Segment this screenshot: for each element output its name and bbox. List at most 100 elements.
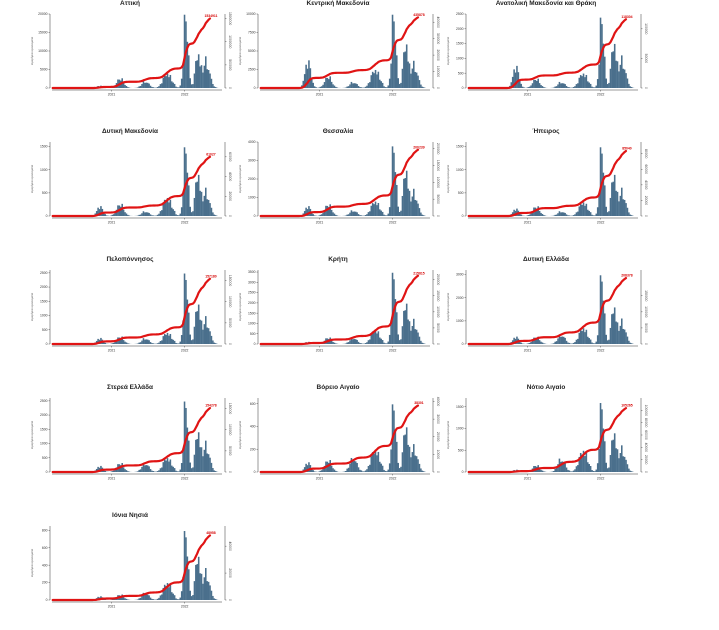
daily-bar	[129, 215, 131, 216]
daily-bar	[192, 595, 194, 600]
right-tick-label: 100000	[644, 306, 648, 317]
right-tick-label: 0	[436, 471, 440, 473]
daily-bar	[205, 316, 207, 344]
daily-bar	[389, 207, 391, 216]
daily-bar	[389, 79, 391, 88]
daily-bar	[399, 468, 401, 472]
y-axis-label: Ημερήσια κρούσματα	[30, 37, 34, 66]
y-axis-label: Ημερήσια κρούσματα	[446, 37, 450, 66]
daily-bar	[202, 456, 204, 472]
daily-bar	[420, 468, 422, 472]
daily-bar	[378, 203, 380, 216]
daily-bar	[163, 203, 165, 216]
left-tick-label: 10000	[38, 49, 48, 53]
daily-bar	[180, 214, 182, 216]
daily-bar	[170, 200, 172, 216]
daily-bar	[604, 185, 606, 216]
daily-bar	[160, 468, 162, 472]
daily-bar	[140, 215, 142, 216]
daily-bar	[348, 86, 350, 88]
daily-bar	[215, 599, 217, 600]
daily-bar	[165, 461, 167, 472]
daily-bar	[365, 87, 367, 88]
daily-bar	[184, 147, 186, 216]
daily-bar	[355, 339, 357, 344]
daily-bar	[174, 84, 176, 88]
right-tick-label: 200000	[436, 143, 440, 154]
daily-bar	[412, 326, 414, 344]
daily-bar	[181, 207, 183, 216]
left-tick-label: 3000	[248, 159, 256, 163]
daily-bar	[349, 213, 351, 216]
left-tick-label: 500	[250, 332, 256, 336]
daily-bar	[405, 52, 407, 88]
daily-bar	[150, 86, 152, 88]
daily-bar	[189, 207, 191, 216]
left-tick-label: 15000	[38, 31, 48, 35]
daily-bar	[389, 335, 391, 344]
daily-bar	[605, 79, 607, 88]
daily-bar	[138, 86, 140, 88]
daily-bar	[610, 69, 612, 88]
y-axis-label: Ημερήσια κρούσματα	[446, 165, 450, 194]
daily-bar	[574, 469, 576, 472]
daily-bar	[138, 598, 140, 600]
daily-bar	[539, 83, 541, 88]
daily-bar	[388, 470, 390, 472]
daily-bar	[580, 330, 582, 344]
right-tick-label: 50000	[644, 323, 648, 333]
daily-bar	[143, 338, 145, 344]
left-tick-label: 0	[462, 470, 464, 474]
left-tick-label: 800	[42, 528, 48, 532]
daily-bar	[194, 581, 196, 600]
daily-bar	[211, 591, 213, 600]
right-tick-label: 100000	[228, 424, 232, 435]
daily-bar	[402, 452, 404, 472]
daily-bar	[373, 454, 375, 472]
chart-svg: Ημερήσια κρούσματα0500100015002000250005…	[30, 256, 230, 374]
daily-bar	[385, 343, 387, 344]
chart-svg: Ημερήσια κρούσματα0500100015002000250030…	[238, 256, 438, 374]
daily-bar	[543, 215, 545, 216]
y-axis-label: Ημερήσια κρούσματα	[30, 293, 34, 322]
daily-bar	[358, 86, 360, 88]
x-tick-label: 2021	[316, 349, 324, 353]
daily-bar	[191, 340, 193, 344]
daily-bar	[537, 206, 539, 216]
daily-bar	[563, 337, 565, 344]
x-tick-label: 2021	[316, 93, 324, 97]
daily-bar	[622, 69, 624, 88]
daily-bar	[556, 86, 558, 88]
left-tick-label: 500	[458, 448, 464, 452]
right-tick-label: 100000	[436, 66, 440, 77]
daily-bar	[334, 343, 336, 344]
y-axis-label: Ημερήσια κρούσματα	[30, 165, 34, 194]
daily-bar	[126, 599, 128, 600]
daily-bar	[576, 212, 578, 216]
daily-bar	[553, 343, 555, 344]
chart-svg: Ημερήσια κρούσματα0500100015002000250005…	[30, 384, 230, 502]
daily-bar	[395, 42, 397, 88]
daily-bar	[386, 87, 388, 88]
daily-bar	[393, 411, 395, 472]
peak-value-label: 208378	[621, 274, 632, 278]
daily-bar	[543, 471, 545, 472]
y-axis-label: Ημερήσια κρούσματα	[30, 421, 34, 450]
x-tick-label: 2022	[389, 221, 397, 225]
daily-bar	[174, 211, 176, 216]
daily-bar	[160, 211, 162, 216]
daily-bar	[214, 470, 216, 472]
daily-bar	[598, 321, 600, 344]
daily-bar	[140, 86, 142, 88]
daily-bar	[363, 471, 365, 472]
y-axis-label: Ημερήσια κρούσματα	[238, 421, 242, 450]
daily-bar	[596, 342, 598, 344]
daily-bar	[540, 342, 542, 344]
daily-bar	[359, 343, 361, 344]
daily-bar	[557, 84, 559, 88]
daily-bar	[172, 83, 174, 88]
chart-svg: Ημερήσια κρούσματα0200400600800020000400…	[30, 512, 230, 630]
daily-bar	[539, 211, 541, 216]
daily-bar	[366, 86, 368, 88]
